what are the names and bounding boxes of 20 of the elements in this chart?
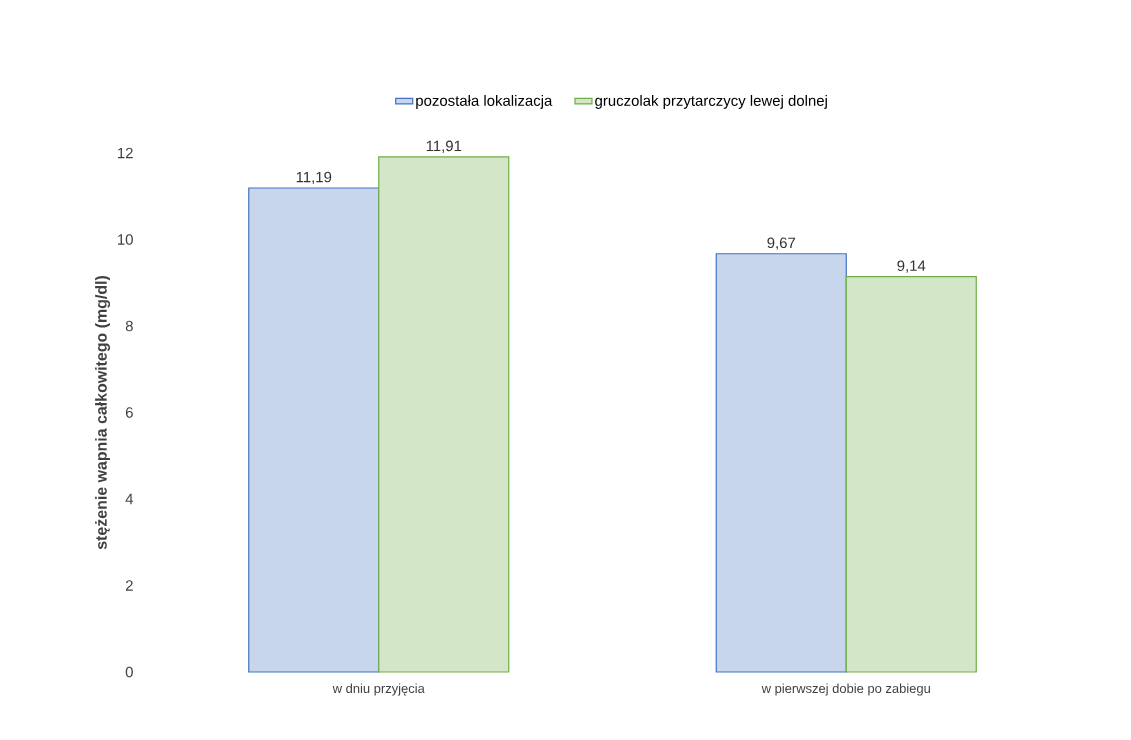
bar [378, 156, 510, 673]
bar [248, 187, 380, 673]
legend-label: gruczolak przytarczycy lewej dolnej [595, 94, 827, 109]
data-label: 11,19 [296, 171, 332, 185]
y-tick-label: 2 [125, 580, 133, 591]
y-tick-label: 6 [125, 407, 133, 418]
x-tick-label: w dniu przyjęcia [332, 683, 425, 696]
data-label: 9,14 [897, 260, 926, 273]
y-tick-label: 12 [118, 147, 133, 159]
data-label: 11,91 [426, 140, 462, 153]
x-tick-label: w pierwszej dobie po zabiegu [761, 683, 930, 696]
data-label: 9,67 [767, 237, 796, 250]
legend-label: pozostała lokalizacja [416, 94, 553, 109]
bar [845, 276, 977, 673]
y-tick-label: 4 [125, 493, 134, 505]
y-axis-title: stężenie wapnia całkowitego (mg/dl) [95, 275, 111, 550]
y-tick-label: 0 [125, 666, 133, 678]
y-tick-label: 8 [125, 320, 133, 332]
y-tick-label: 10 [118, 234, 133, 245]
bar [715, 253, 847, 673]
